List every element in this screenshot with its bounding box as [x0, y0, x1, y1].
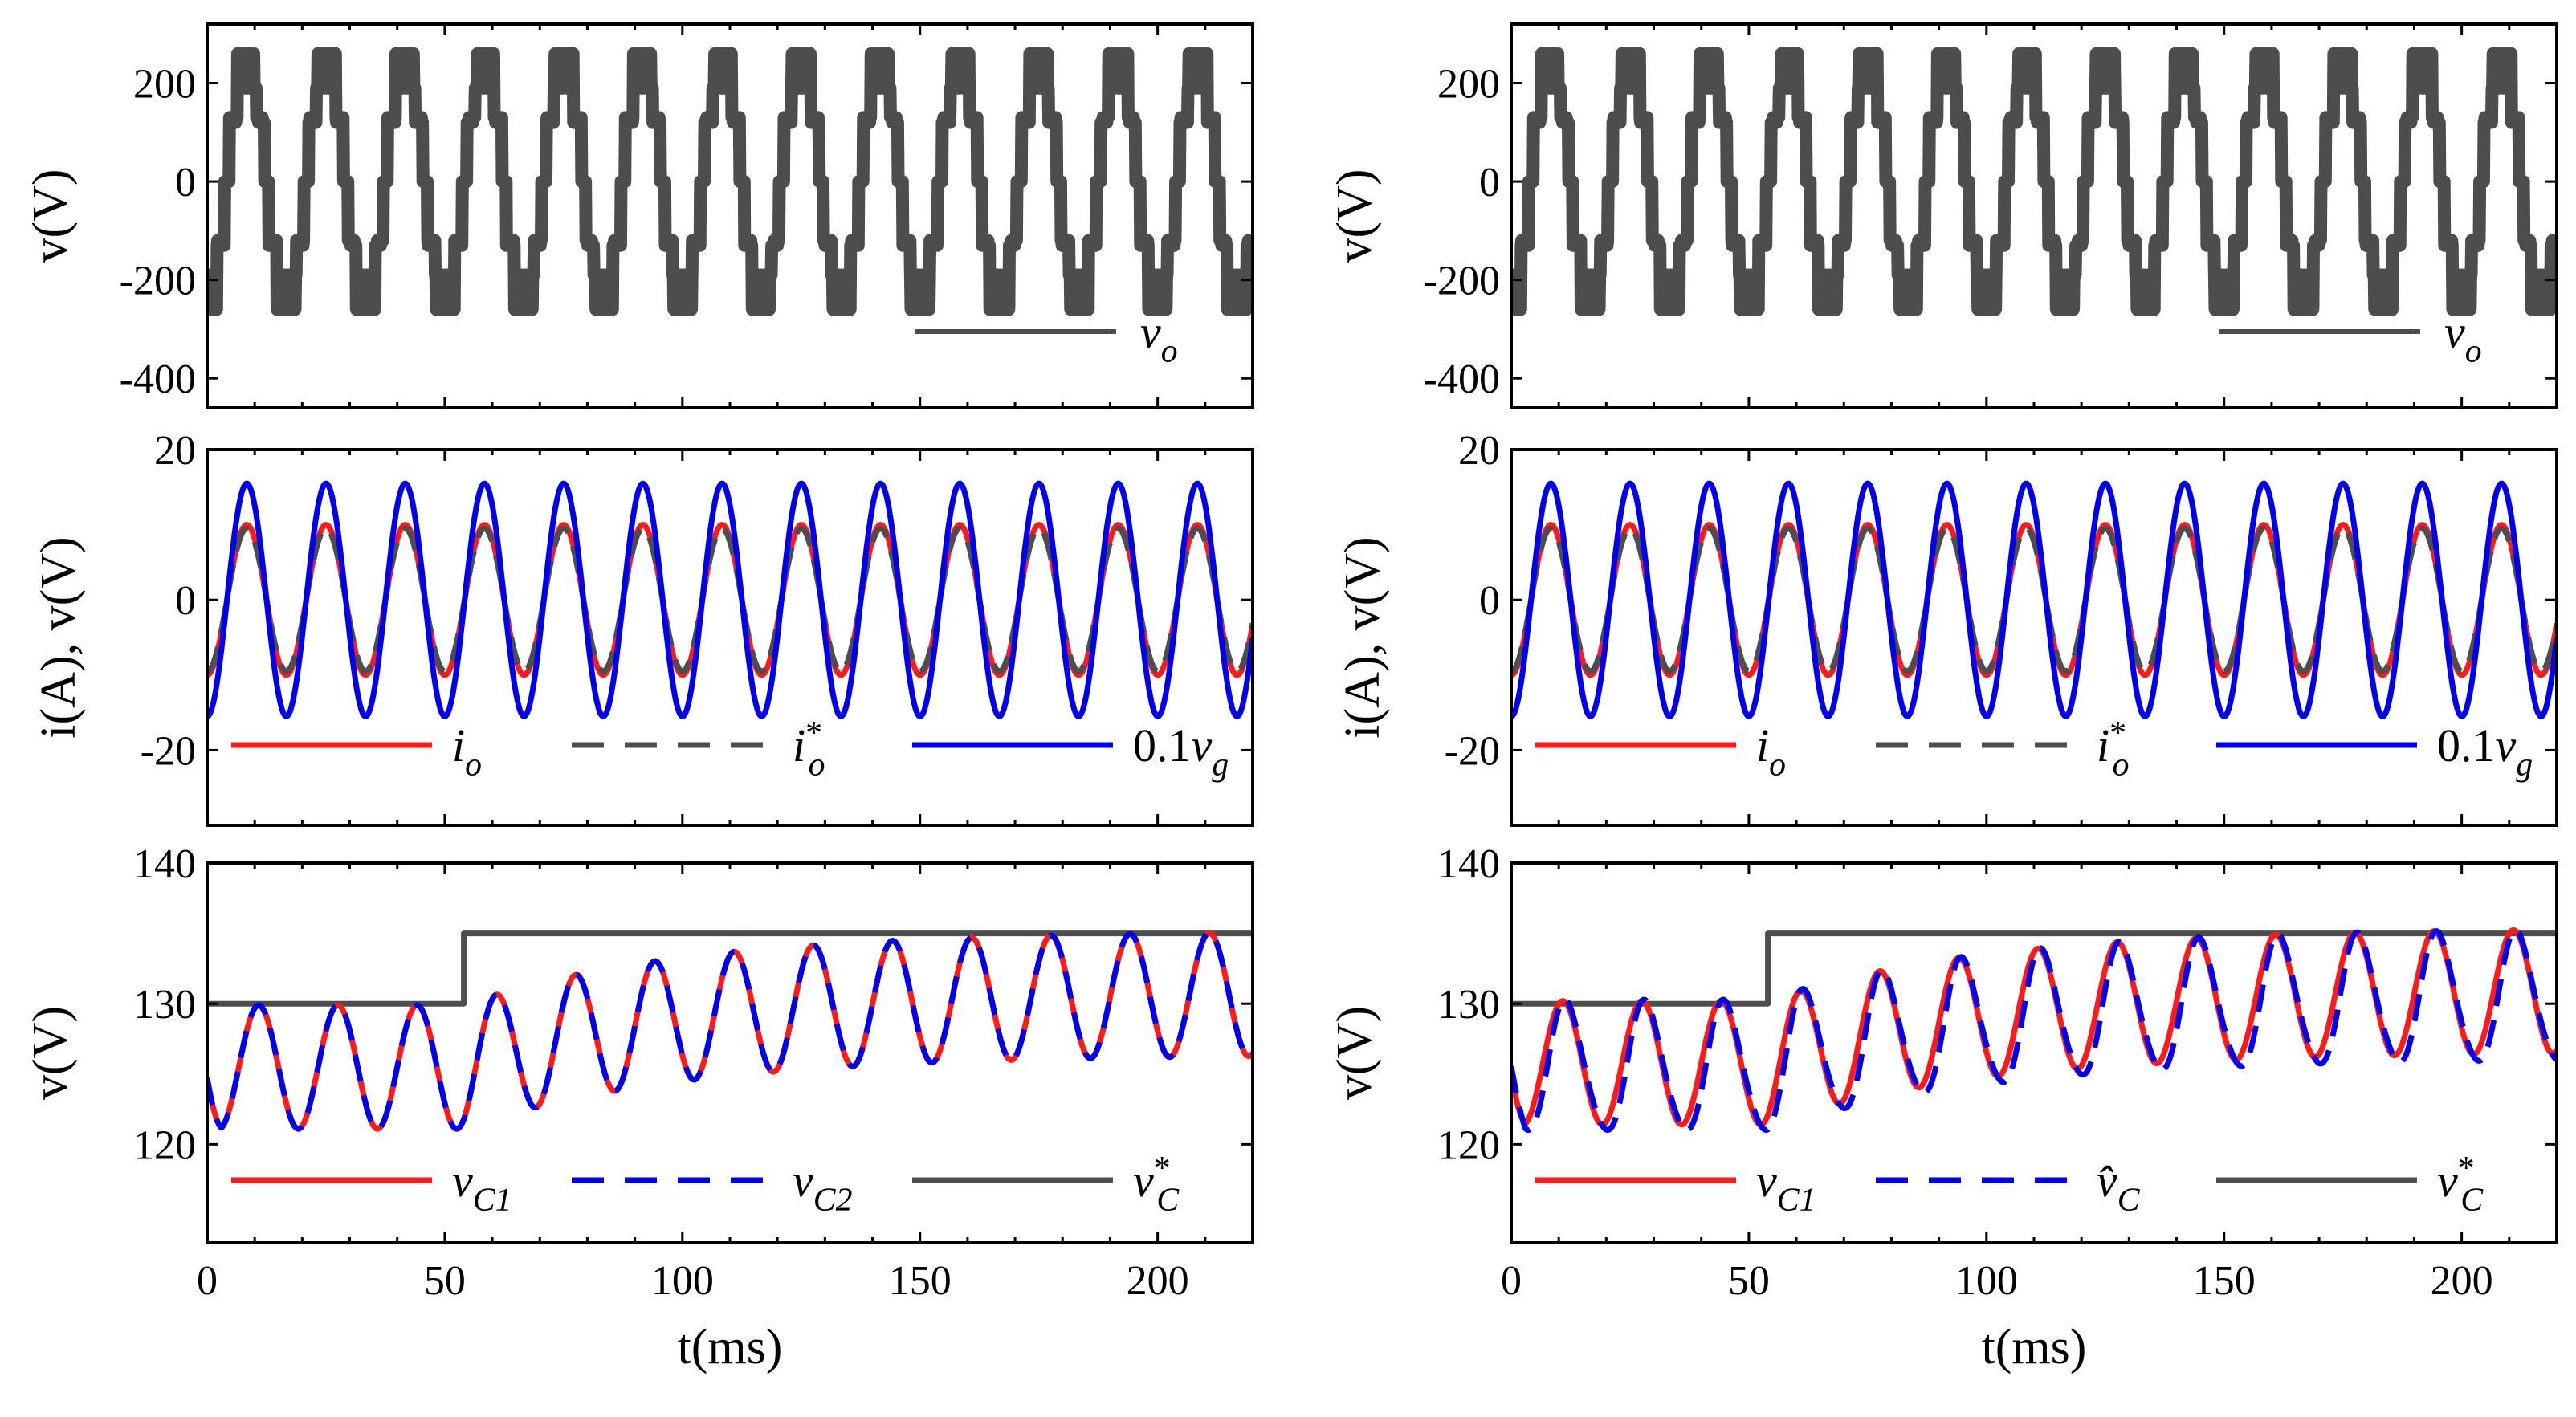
y-tick-label: 20	[154, 428, 196, 474]
y-tick-label: 0	[175, 578, 196, 624]
y-tick-label: 140	[1437, 841, 1500, 887]
x-tick-label: 150	[889, 1258, 952, 1304]
x-tick-label: 50	[1728, 1258, 1770, 1304]
x-tick-label: 100	[1955, 1258, 2018, 1304]
y-tick-label: 120	[133, 1122, 196, 1168]
series-io-line	[1511, 525, 2557, 674]
legend-label: 0.1vg	[2437, 719, 2533, 783]
y-axis-label: i(A), v(V)	[31, 536, 86, 738]
legend-label: v* C	[2437, 1150, 2484, 1218]
panel-right-top: 200 0 -200 -400 v(V) vo	[1327, 22, 2558, 409]
y-tick-label: 120	[1437, 1122, 1500, 1168]
panel-left-top: 200 0 -200 -400 v(V) vo	[23, 22, 1254, 409]
y-tick-label: -200	[1424, 259, 1500, 304]
y-tick-label: -400	[120, 356, 196, 402]
y-axis-label: v(V)	[1327, 1006, 1382, 1100]
y-tick-label: -20	[1445, 728, 1500, 774]
legend-label: i* o	[793, 715, 825, 783]
x-tick-label: 100	[651, 1258, 714, 1304]
panel-right-bottom: 0 50 100 150 200 140 130 120 v(V) t(ms) vC1 v̂C v* C	[1327, 841, 2558, 1374]
x-tick-label: 200	[2431, 1258, 2493, 1304]
panel-left-bottom: 0 50 100 150 200 140 130 120 v(V) t(ms) vC1 vC2 v* C	[23, 841, 1254, 1374]
legend-label: vC2	[793, 1154, 852, 1218]
x-tick-label: 0	[197, 1258, 218, 1304]
y-tick-label: -20	[141, 728, 196, 774]
series-vC1-line	[1511, 927, 2557, 1128]
y-tick-label: 200	[1437, 62, 1500, 108]
legend-label: io	[1756, 719, 1786, 783]
y-axis-label: v(V)	[23, 1006, 78, 1100]
x-tick-label: 150	[2193, 1258, 2256, 1304]
series-01vg-line	[1511, 480, 2557, 719]
legend-label: i* o	[2097, 715, 2129, 783]
panel-right-middle: 20 0 -20 i(A), v(V) io i* o 0.1vg	[1335, 428, 2558, 827]
legend-label: 0.1vg	[1133, 719, 1229, 783]
series-01vg-line	[207, 480, 1253, 719]
y-tick-label: -200	[120, 259, 196, 304]
legend-label: vC1	[1756, 1154, 1816, 1218]
series-vC2-line	[207, 930, 1253, 1132]
legend-label: vC1	[452, 1154, 512, 1218]
x-axis-label: t(ms)	[1982, 1320, 2087, 1374]
legend-label: v* C	[1133, 1150, 1180, 1218]
legend-label: io	[452, 719, 482, 783]
legend-label: v̂C	[2097, 1154, 2141, 1218]
x-axis-label: t(ms)	[678, 1320, 783, 1374]
series-io-line	[207, 525, 1253, 674]
series-vo-line	[1511, 47, 2557, 316]
y-axis-label: i(A), v(V)	[1335, 536, 1390, 738]
series-vo-line	[207, 47, 1253, 316]
x-tick-label: 50	[424, 1258, 466, 1304]
y-tick-label: 140	[133, 841, 196, 887]
panel-left-middle: 20 0 -20 i(A), v(V) io i* o 0.1vg	[31, 428, 1254, 827]
y-axis-label: v(V)	[1327, 169, 1382, 263]
y-tick-label: 0	[175, 160, 196, 206]
y-tick-label: 20	[1458, 428, 1500, 474]
y-tick-label: 0	[1479, 160, 1500, 206]
y-tick-label: 130	[133, 982, 196, 1028]
y-axis-label: v(V)	[23, 169, 78, 263]
y-tick-label: 0	[1479, 578, 1500, 624]
x-tick-label: 200	[1127, 1258, 1189, 1304]
series-vC-line	[207, 930, 1253, 1007]
x-tick-label: 0	[1501, 1258, 1522, 1304]
y-tick-label: 200	[133, 62, 196, 108]
y-tick-label: 130	[1437, 982, 1500, 1028]
legend-label: vo	[1140, 306, 1178, 369]
legend-label: vo	[2444, 306, 2482, 369]
y-tick-label: -400	[1424, 356, 1500, 402]
